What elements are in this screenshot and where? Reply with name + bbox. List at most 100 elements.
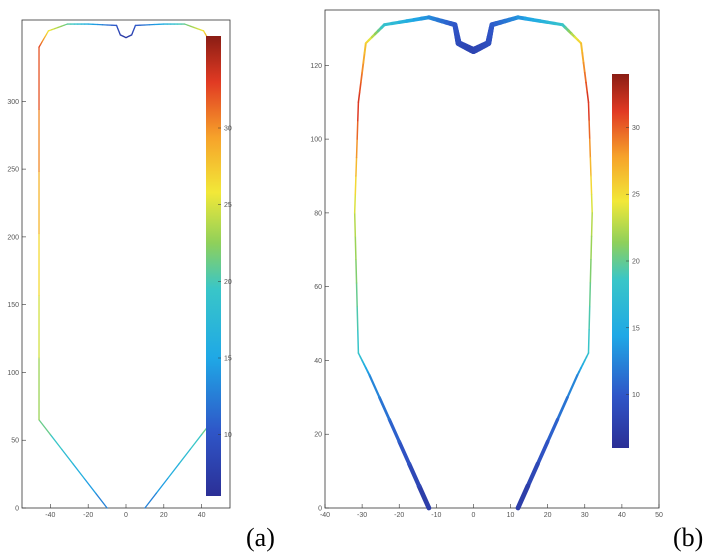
panel-b-colorbar-tick-label: 20 bbox=[632, 259, 640, 266]
panel-b-curve-segment bbox=[581, 52, 585, 64]
panel-b-curve-segment bbox=[587, 101, 590, 122]
panel-b-curve-segment bbox=[357, 328, 360, 354]
panel-b-x-tick-label: -10 bbox=[431, 512, 441, 519]
panel-b-colorbar bbox=[612, 74, 629, 448]
panel-b-curve-segment bbox=[406, 461, 422, 488]
panel-a-y-tick-label: 200 bbox=[7, 234, 19, 241]
panel-a-curve-segment bbox=[95, 492, 108, 509]
panel-a-label: (a) bbox=[246, 523, 275, 552]
panel-a-x-ticks: -40 -20 0 20 40 bbox=[45, 504, 206, 519]
panel-b-plot-frame bbox=[324, 9, 660, 509]
panel-a-colorbar-tick-label: 10 bbox=[224, 432, 232, 439]
panel-b-y-tick-label: 60 bbox=[314, 284, 322, 291]
panel-a-curve-segment bbox=[72, 463, 86, 480]
panel-b-curve-segment bbox=[354, 235, 357, 261]
panel-b-y-ticks: 0 20 40 60 80 100 120 bbox=[310, 63, 329, 513]
panel-b-curve-segment bbox=[360, 71, 363, 84]
panel-a-y-tick-label: 150 bbox=[7, 302, 19, 309]
panel-a-curve-segment bbox=[38, 419, 52, 436]
panel-a-x-tick-label: 20 bbox=[160, 512, 168, 519]
panel-b-curve-segment bbox=[585, 81, 589, 94]
panel-b-curve-segment bbox=[378, 395, 391, 421]
panel-a-curve-segment bbox=[166, 463, 180, 480]
panel-b-curve-segment bbox=[416, 483, 432, 511]
panel-b-x-tick-label: 50 bbox=[655, 512, 663, 519]
panel-b-curve-segment bbox=[580, 42, 584, 55]
panel-b-x-tick-label: 20 bbox=[544, 512, 552, 519]
panel-b-x-tick-label: -30 bbox=[357, 512, 367, 519]
panel-a-curve-segment bbox=[144, 492, 157, 509]
panel-b-curve-segment bbox=[515, 483, 531, 511]
panel-a-x-tick-label: 40 bbox=[198, 512, 206, 519]
panel-b-curve-segment bbox=[357, 91, 361, 103]
panel-b-x-tick-label: 0 bbox=[471, 512, 475, 519]
panel-b-curve-segment bbox=[586, 91, 590, 103]
panel-a-y-tick-label: 0 bbox=[15, 506, 19, 513]
panel-b-curve-segment bbox=[363, 42, 367, 55]
panel-b-curve-segment bbox=[368, 374, 381, 399]
panel-b-curve-segment bbox=[582, 61, 586, 74]
panel-b-curve-segment bbox=[356, 119, 359, 140]
panel-b-curve-segment bbox=[358, 81, 362, 94]
panel-b-curve-segment bbox=[589, 156, 592, 177]
panel-b: -40 -30 -20 -10 0 10 20 30 40 50 020406080100120 … bbox=[310, 9, 703, 552]
panel-a-curve-segment bbox=[189, 433, 203, 450]
panel-b-curve-segment bbox=[590, 193, 593, 214]
panel-b-x-tick-label: 10 bbox=[507, 512, 515, 519]
panel-b-curve-segment bbox=[355, 138, 358, 159]
panel-a-curve-segment bbox=[61, 448, 74, 465]
panel-a-x-tick-label: -40 bbox=[45, 512, 55, 519]
panel-b-y-tick-label: 20 bbox=[314, 432, 322, 439]
panel-b-colorbar-tick-label: 30 bbox=[632, 125, 640, 132]
panel-b-x-tick-label: 40 bbox=[618, 512, 626, 519]
panel-b-y-tick-label: 40 bbox=[314, 358, 322, 365]
panel-b-y-tick-label: 0 bbox=[318, 506, 322, 513]
panel-b-curve-segment bbox=[357, 101, 360, 122]
panel-b-curve-segment bbox=[353, 212, 357, 238]
panel-b-curve-segment bbox=[587, 328, 590, 354]
panel-b-curve-segment bbox=[546, 417, 560, 444]
panel-b-colorbar-tick-label: 15 bbox=[632, 325, 640, 332]
panel-a-y-tick-label: 100 bbox=[7, 370, 19, 377]
panel-a-curve-segment bbox=[155, 477, 169, 494]
panel-a-curve-segment bbox=[49, 433, 63, 450]
panel-b-curve-segment bbox=[588, 138, 592, 159]
panel-a-colorbar-tick-label: 15 bbox=[224, 356, 232, 363]
panel-b-curve-segment bbox=[355, 258, 358, 284]
panel-b-curve bbox=[353, 15, 593, 511]
panel-a-curve-segment bbox=[83, 477, 97, 494]
panel-b-curve-segment bbox=[355, 282, 358, 308]
panel-b-x-tick-label: -40 bbox=[320, 512, 330, 519]
panel-a-y-tick-label: 50 bbox=[11, 438, 19, 445]
panel-b-y-tick-label: 100 bbox=[310, 137, 322, 144]
panel-b-colorbar-tick-label: 10 bbox=[632, 392, 640, 399]
panel-b-curve-segment bbox=[535, 439, 550, 466]
panel-b-curve-segment bbox=[525, 461, 540, 488]
panel-b-label: (b) bbox=[673, 523, 703, 552]
panel-a-colorbar-tick-label: 20 bbox=[224, 279, 232, 286]
panel-a-colorbar-tick-label: 30 bbox=[224, 126, 232, 133]
panel-b-colorbar-tick-label: 25 bbox=[632, 192, 640, 199]
panel-b-curve-segment bbox=[588, 305, 591, 331]
panel-a-curve bbox=[38, 23, 214, 509]
panel-b-y-tick-label: 120 bbox=[310, 63, 322, 70]
panel-a-colorbar-tick-label: 25 bbox=[224, 202, 232, 209]
panel-b-curve-segment bbox=[590, 212, 593, 238]
panel-a-x-tick-label: 0 bbox=[124, 512, 128, 519]
panel-b-curve-segment bbox=[356, 305, 359, 331]
panel-a-colorbar bbox=[206, 36, 221, 496]
panel-a-colorbar-ticks: 10 15 20 25 30 bbox=[218, 126, 232, 439]
panel-b-curve-segment bbox=[589, 258, 592, 284]
panel-b-curve-segment bbox=[397, 439, 411, 466]
panel-b-y-tick-label: 80 bbox=[314, 210, 322, 217]
panel-b-curve-segment bbox=[556, 395, 569, 421]
panel-b-x-ticks: -40 -30 -20 -10 0 10 20 30 40 50 bbox=[320, 504, 663, 519]
panel-b-curve-segment bbox=[566, 374, 579, 399]
panel-b-curve-segment bbox=[590, 235, 593, 261]
panel-b-curve-segment bbox=[387, 417, 401, 444]
panel-a-y-ticks: 0 50 100 150 200 250 300 bbox=[7, 99, 26, 513]
panel-a: -40 -20 0 20 40 0 50 100 150 200 250 300 10 15 20 25 3… bbox=[7, 19, 275, 552]
panel-b-curve-segment bbox=[353, 193, 357, 214]
panel-a-plot-frame bbox=[21, 19, 231, 509]
